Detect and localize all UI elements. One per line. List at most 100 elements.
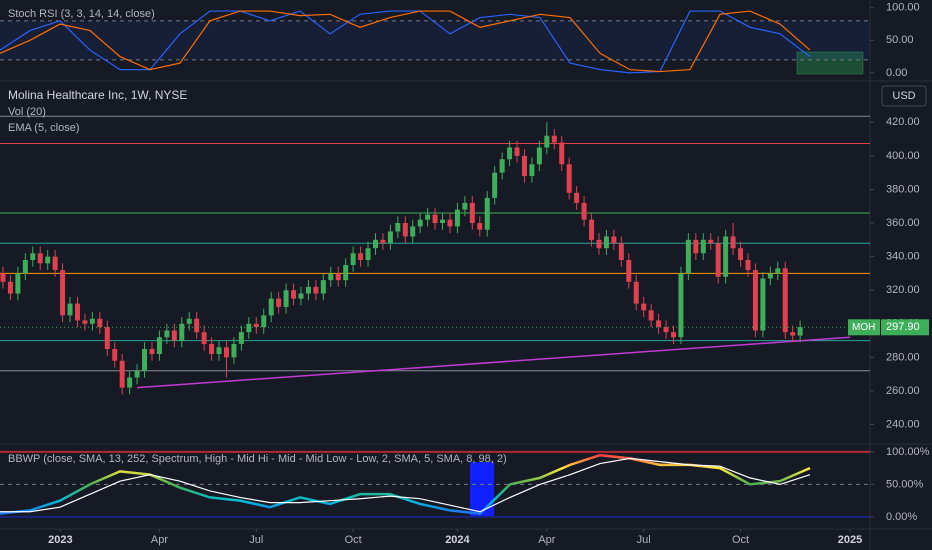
candle-body bbox=[492, 172, 498, 198]
candle-body bbox=[387, 231, 393, 244]
candle-body bbox=[790, 332, 796, 336]
candle-body bbox=[700, 239, 706, 254]
candle-body bbox=[410, 226, 416, 237]
candle-body bbox=[164, 330, 170, 338]
candle-body bbox=[0, 273, 6, 282]
candle-body bbox=[142, 348, 148, 371]
candle-body bbox=[365, 248, 371, 260]
candle-body bbox=[581, 202, 587, 220]
y-tick-label: 280.00 bbox=[886, 351, 920, 363]
candle-body bbox=[22, 259, 28, 274]
candle-body bbox=[89, 318, 95, 324]
candle-body bbox=[45, 256, 51, 264]
candle-body bbox=[723, 236, 729, 277]
candle-body bbox=[350, 253, 356, 266]
candle-body bbox=[52, 256, 58, 271]
candle-body bbox=[618, 243, 624, 260]
candle-body bbox=[268, 298, 274, 316]
candle-body bbox=[633, 281, 639, 304]
candle-body bbox=[358, 253, 364, 260]
candle-body bbox=[223, 347, 229, 358]
x-tick-label: 2025 bbox=[838, 534, 862, 546]
highlight-box bbox=[796, 51, 864, 75]
candle-body bbox=[566, 164, 572, 193]
candle-body bbox=[372, 239, 378, 249]
currency[interactable]: USD bbox=[892, 90, 915, 102]
symbol-title: Molina Healthcare Inc, 1W, NYSE bbox=[8, 88, 187, 102]
y-tick-label: 100.00 bbox=[886, 2, 920, 14]
y-tick-label: 100.00% bbox=[886, 446, 930, 458]
candle-body bbox=[7, 281, 13, 294]
candle-body bbox=[201, 332, 207, 344]
candle-body bbox=[574, 192, 580, 203]
indicator-line bbox=[0, 10, 811, 73]
candle-body bbox=[335, 273, 341, 281]
indicator-line bbox=[0, 457, 811, 513]
y-tick-label: 0.00% bbox=[886, 511, 917, 523]
price-label: 297.90 bbox=[886, 321, 920, 333]
legend-entry: EMA (5, close) bbox=[8, 122, 80, 134]
candle-body bbox=[97, 318, 103, 328]
candle-body bbox=[82, 320, 88, 324]
candle-body bbox=[119, 360, 125, 388]
candle-body bbox=[231, 343, 237, 358]
candle-body bbox=[209, 343, 215, 355]
candle-body bbox=[149, 348, 155, 355]
candle-body bbox=[663, 327, 669, 333]
candle-body bbox=[253, 323, 259, 328]
y-tick-label: 360.00 bbox=[886, 217, 920, 229]
candle-body bbox=[261, 315, 267, 328]
candle-body bbox=[127, 377, 133, 388]
candle-body bbox=[179, 323, 185, 341]
candle-body bbox=[171, 330, 177, 341]
x-tick-label: Jul bbox=[637, 534, 651, 546]
candle-body bbox=[320, 280, 326, 294]
candle-body bbox=[425, 214, 431, 220]
y-tick-label: 400.00 bbox=[886, 150, 920, 162]
symbol-badge bbox=[848, 319, 880, 336]
candle-body bbox=[30, 253, 36, 260]
y-tick-label: 340.00 bbox=[886, 251, 920, 263]
candle-body bbox=[596, 239, 602, 249]
trendline bbox=[137, 336, 851, 389]
candle-body bbox=[440, 219, 446, 224]
candle-body bbox=[529, 164, 535, 177]
y-tick-label: 380.00 bbox=[886, 183, 920, 195]
candle-body bbox=[648, 310, 654, 321]
signal-bar bbox=[470, 462, 494, 517]
x-tick-label: Oct bbox=[732, 534, 749, 546]
candle-body bbox=[767, 273, 773, 279]
candle-body bbox=[797, 327, 803, 336]
candle-body bbox=[447, 219, 453, 227]
price-badge bbox=[881, 319, 929, 336]
x-tick-label: Apr bbox=[538, 534, 555, 546]
candle-body bbox=[402, 223, 408, 237]
candle-body bbox=[283, 290, 289, 307]
candle-body bbox=[395, 223, 401, 232]
candle-body bbox=[112, 348, 118, 361]
candle-body bbox=[298, 293, 304, 299]
candle-body bbox=[469, 202, 475, 224]
candle-body bbox=[238, 332, 244, 344]
x-tick-label: Oct bbox=[345, 534, 362, 546]
y-tick-label: 260.00 bbox=[886, 385, 920, 397]
candle-body bbox=[544, 135, 550, 148]
candle-body bbox=[67, 303, 73, 316]
candle-body bbox=[454, 209, 460, 227]
candle-body bbox=[507, 147, 513, 160]
candle-body bbox=[477, 223, 483, 230]
candle-body bbox=[670, 332, 676, 338]
x-tick-label: Jul bbox=[249, 534, 263, 546]
x-tick-label: Apr bbox=[151, 534, 168, 546]
candle-body bbox=[291, 290, 297, 299]
symbol-label: MOH bbox=[852, 322, 875, 333]
candle-body bbox=[305, 286, 311, 294]
candle-body bbox=[611, 236, 617, 244]
candle-body bbox=[693, 239, 699, 254]
candle-body bbox=[715, 243, 721, 277]
candle-body bbox=[626, 259, 632, 282]
candle-body bbox=[462, 202, 468, 210]
candle-body bbox=[246, 323, 252, 333]
currency-button[interactable] bbox=[881, 85, 927, 107]
x-tick-label: 2024 bbox=[445, 534, 470, 546]
